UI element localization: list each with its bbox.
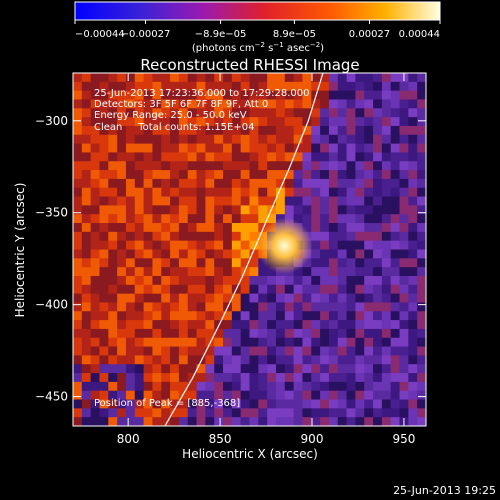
heatmap-cells xyxy=(73,73,426,426)
colorbar-ticks: −0.00044−0.00027 −8.9e−05 8.9e−05 0.00027 0.… xyxy=(74,20,441,40)
info-line: 25-Jun-2013 17:23:36.000 to 17:29:28.000 xyxy=(94,88,310,99)
x-tick-label: 950 xyxy=(392,432,415,446)
info-line: Detectors: 3F 5F 6F 7F 8F 9F, Att 0 xyxy=(94,99,268,110)
colorbar-tick-label: 8.9e−05 xyxy=(273,29,316,40)
colorbar-unit: (photons cm−2 s−1 asec−2) xyxy=(192,41,324,54)
colorbar-tick-label: 0.00027 xyxy=(349,29,390,40)
solar-limb-line xyxy=(164,73,324,426)
plot-frame xyxy=(72,72,427,427)
info-text: 25-Jun-2013 17:23:36.000 to 17:29:28.000… xyxy=(94,88,310,133)
x-axis-ticks: 800 850 900 950 xyxy=(117,73,415,446)
x-tick-label: 850 xyxy=(209,432,232,446)
info-line: Energy Range: 25.0 - 50.0 keV xyxy=(94,110,247,121)
chart-title: Reconstructed RHESSI Image xyxy=(140,56,359,74)
colorbar xyxy=(74,1,441,21)
x-tick-label: 900 xyxy=(301,432,324,446)
colorbar-tick-label: −0.00027 xyxy=(121,29,171,40)
peak-position-label: Position of Peak = [885,-368] xyxy=(94,398,240,409)
colorbar-tick-label: −0.00044 xyxy=(75,29,125,40)
footer-date: 25-Jun-2013 19:25 xyxy=(393,484,496,497)
y-tick-label: −350 xyxy=(35,206,68,220)
peak-glow xyxy=(256,217,313,274)
colorbar-tick-label: 0.00044 xyxy=(399,29,440,40)
info-line: Clean Total counts: 1.15E+04 xyxy=(94,122,254,133)
y-axis-ticks: −300 −350 −400 −450 xyxy=(35,114,426,404)
x-tick-label: 800 xyxy=(117,432,140,446)
y-tick-label: −300 xyxy=(35,114,68,128)
y-tick-label: −450 xyxy=(35,390,68,404)
y-axis-label: Heliocentric Y (arcsec) xyxy=(13,183,27,318)
y-tick-label: −400 xyxy=(35,298,68,312)
x-axis-label: Heliocentric X (arcsec) xyxy=(182,447,318,461)
colorbar-tick-label: −8.9e−05 xyxy=(195,29,247,40)
